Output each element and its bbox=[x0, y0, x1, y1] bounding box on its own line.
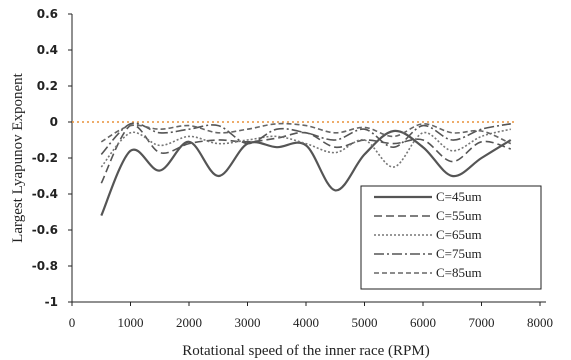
y-tick-label: -1 bbox=[45, 295, 58, 309]
y-tick-label: -0.4 bbox=[32, 187, 58, 201]
x-tick-label: 7000 bbox=[469, 315, 495, 330]
y-tick-label: 0.4 bbox=[37, 43, 58, 57]
x-tick-label: 2000 bbox=[176, 315, 202, 330]
legend-label: C=75um bbox=[436, 246, 482, 261]
x-axis: 0 1000 2000 3000 4000 5000 6000 7000 8000 bbox=[69, 301, 553, 330]
x-tick-labels: 0 1000 2000 3000 4000 5000 6000 7000 8000 bbox=[69, 302, 553, 330]
x-tick-label: 8000 bbox=[527, 315, 553, 330]
y-tick-label: 0.6 bbox=[37, 7, 58, 21]
y-tick-label: -0.2 bbox=[32, 151, 58, 165]
y-tick-labels: 0.6 0.4 0.2 0 -0.2 -0.4 -0.6 -0.8 -1 bbox=[32, 7, 72, 309]
series-line bbox=[100, 122, 512, 145]
legend: C=45um C=55um C=65um C=75um C=85um bbox=[360, 185, 542, 290]
series-line bbox=[100, 128, 511, 168]
x-tick-label: 4000 bbox=[293, 315, 319, 330]
series-line bbox=[100, 129, 512, 217]
y-tick-label: -0.8 bbox=[32, 259, 58, 273]
legend-label: C=55um bbox=[436, 208, 482, 223]
legend-label: C=65um bbox=[436, 227, 482, 242]
x-axis-title: Rotational speed of the inner race (RPM) bbox=[182, 343, 429, 359]
legend-items: C=45um C=55um C=65um C=75um C=85um bbox=[374, 189, 482, 280]
y-axis: 0.6 0.4 0.2 0 -0.2 -0.4 -0.6 -0.8 -1 bbox=[32, 7, 73, 309]
x-tick-label: 5000 bbox=[352, 315, 378, 330]
series-line bbox=[100, 122, 511, 155]
x-tick-label: 3000 bbox=[235, 315, 261, 330]
x-tick-label: 1000 bbox=[118, 315, 144, 330]
y-axis-title: Largest Lyapunov Exponent bbox=[10, 72, 26, 243]
legend-label: C=45um bbox=[436, 189, 482, 204]
y-tick-label: 0.2 bbox=[37, 79, 58, 93]
x-tick-label: 0 bbox=[69, 315, 76, 330]
legend-box bbox=[360, 185, 542, 290]
y-tick-label: 0 bbox=[50, 115, 58, 129]
x-tick-label: 6000 bbox=[410, 315, 436, 330]
series-layer bbox=[100, 122, 512, 217]
y-tick-label: -0.6 bbox=[32, 223, 58, 237]
legend-label: C=85um bbox=[436, 265, 482, 280]
